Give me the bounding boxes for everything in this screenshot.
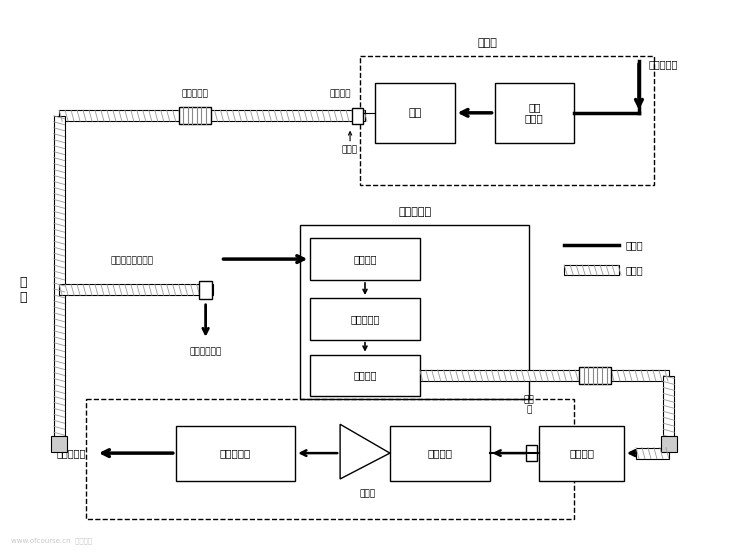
Bar [539, 426, 624, 481]
Text: 光耦合器代替器束: 光耦合器代替器束 [111, 256, 154, 265]
Text: 光放大器: 光放大器 [569, 448, 594, 458]
Bar [360, 56, 654, 185]
Text: 电信
驱动器: 电信 驱动器 [525, 102, 544, 124]
Bar [175, 426, 295, 481]
Bar [178, 107, 211, 124]
Bar [661, 436, 677, 452]
Bar [375, 83, 455, 143]
Text: 光发送器: 光发送器 [353, 371, 376, 380]
Bar [564, 265, 619, 275]
Text: 定居器: 定居器 [342, 145, 358, 155]
Bar [636, 447, 669, 458]
Text: 光模
块: 光模 块 [524, 395, 535, 414]
Text: www.ofcourse.cn  光纤通信: www.ofcourse.cn 光纤通信 [12, 537, 93, 544]
Text: 光纤接头盒: 光纤接头盒 [181, 89, 208, 98]
Text: 再生中继器: 再生中继器 [398, 207, 431, 217]
Text: 光信号: 光信号 [626, 265, 643, 275]
Bar [310, 354, 420, 397]
Bar [494, 83, 575, 143]
Bar [663, 375, 674, 444]
Text: 电信号: 电信号 [626, 240, 643, 250]
Text: 光纤接头: 光纤接头 [330, 89, 351, 98]
Text: 光检测器: 光检测器 [353, 254, 376, 264]
Bar [310, 238, 420, 280]
Text: 电信号输入: 电信号输入 [649, 59, 678, 69]
Bar [86, 399, 575, 519]
Polygon shape [340, 424, 390, 479]
Text: 分路配套备件: 分路配套备件 [189, 348, 221, 357]
Text: 发端机: 发端机 [477, 38, 497, 48]
Bar [420, 370, 669, 381]
Bar [59, 284, 213, 295]
Bar [390, 426, 490, 481]
Bar [579, 367, 611, 384]
Bar [526, 445, 537, 461]
Text: 收端机: 收端机 [320, 382, 340, 392]
Bar [59, 111, 365, 121]
Bar [51, 436, 67, 452]
Bar [53, 116, 64, 444]
Text: 电信放大器: 电信放大器 [350, 314, 379, 324]
Text: 光
缆: 光 缆 [20, 276, 27, 304]
Text: 放大器: 放大器 [360, 489, 376, 498]
Bar [310, 298, 420, 340]
Text: 电信号输出: 电信号输出 [57, 448, 86, 458]
Bar [300, 225, 529, 399]
Bar [199, 281, 212, 299]
Text: 光源: 光源 [408, 108, 422, 118]
Text: 信号检波器: 信号检波器 [220, 448, 251, 458]
Bar [352, 108, 363, 124]
Text: 光解调器: 光解调器 [427, 448, 452, 458]
